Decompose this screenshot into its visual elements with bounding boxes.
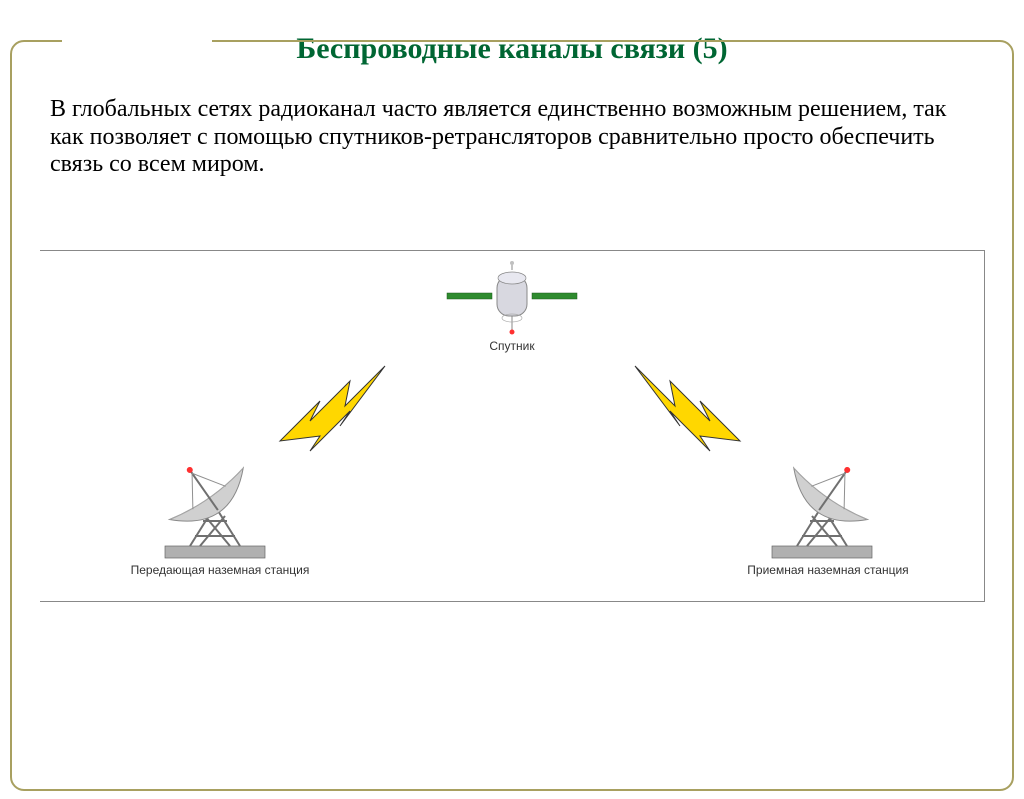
tx-station-label: Передающая наземная станция bbox=[115, 563, 325, 577]
satellite-label: Спутник bbox=[470, 339, 554, 353]
diagram-svg bbox=[40, 251, 984, 601]
lightning-right-icon bbox=[635, 366, 740, 451]
rx-station-icon bbox=[772, 442, 886, 558]
slide-title: Беспроводные каналы связи (5) bbox=[0, 32, 1024, 66]
satellite-diagram: Спутник Передающая наземная станция Прие… bbox=[40, 250, 985, 602]
rx-station-label: Приемная наземная станция bbox=[728, 563, 928, 577]
satellite-icon bbox=[447, 261, 577, 335]
lightning-left-icon bbox=[280, 366, 385, 451]
tx-station-icon bbox=[151, 442, 265, 558]
slide-paragraph: В глобальных сетях радиоканал часто явля… bbox=[50, 96, 974, 179]
